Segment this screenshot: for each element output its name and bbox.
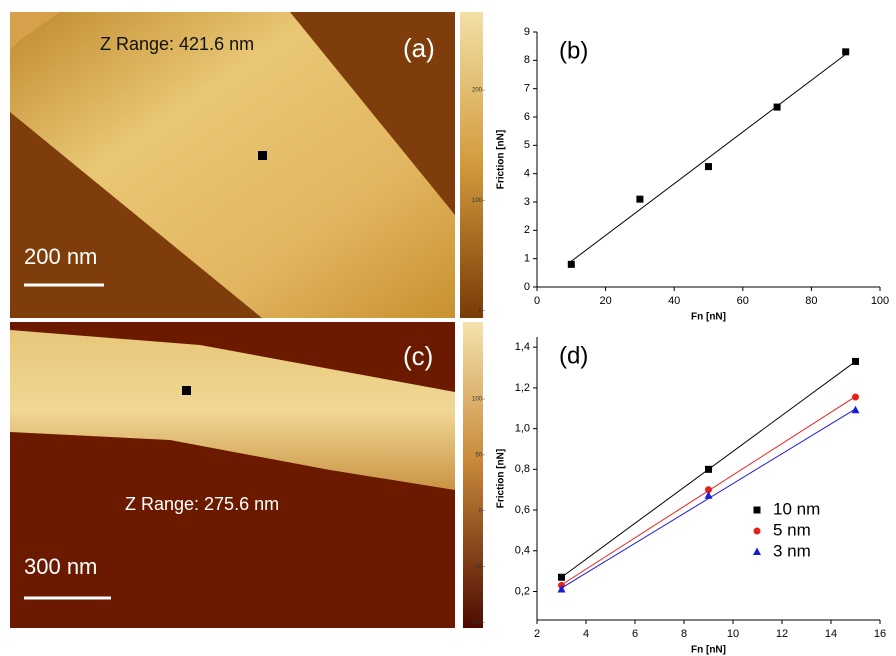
x-tick-label: 12 [776,628,788,640]
x-axis-label: Fn [nN] [691,312,726,323]
legend-marker [753,506,761,514]
y-tick-label: 6 [524,111,530,123]
x-tick-label: 60 [737,295,749,307]
colorbar-tick-label: -100 [470,620,483,626]
y-tick-label: 1 [524,253,530,265]
colorbar-tick-label: -50 [473,564,482,570]
panel-label: (d) [559,342,588,369]
legend-label: 5 nm [773,520,811,539]
y-tick-label: 1,0 [515,423,530,435]
panel-label: (a) [403,33,435,63]
marker [705,465,712,473]
y-tick-label: 1,4 [515,341,530,353]
y-axis-label: Friction [nN] [496,130,507,189]
legend-label: 3 nm [773,541,811,560]
y-tick-label: 4 [524,168,530,180]
marker [842,48,850,56]
colorbar-tick-label: 0 [479,308,483,314]
marker [852,357,859,365]
y-axis-label: Friction [nN] [496,449,507,508]
marker [557,584,566,593]
y-tick-label: 3 [524,196,530,208]
panel-label: (c) [403,341,433,371]
x-tick-label: 0 [534,295,540,307]
marker [636,195,644,203]
z-range: Z Range: 275.6 nm [125,494,279,514]
x-tick-label: 80 [805,295,817,307]
legend-marker [753,547,761,555]
scale-bar-label: 200 nm [24,244,97,269]
y-tick-label: 0,2 [515,585,530,597]
x-tick-label: 40 [668,295,680,307]
y-tick-label: 0,4 [515,545,530,557]
marker [852,393,859,401]
fit-line [570,53,847,262]
scale-bar-label: 300 nm [24,554,97,579]
x-tick-label: 14 [825,628,837,640]
marker [567,260,575,268]
marker [705,163,712,171]
panel-label: (b) [559,37,588,64]
x-tick-label: 6 [632,628,638,640]
x-tick-label: 4 [583,628,589,640]
colorbar-tick-label: 0 [479,508,483,514]
colorbar-tick-label: 100 [472,397,483,403]
y-tick-label: 9 [524,26,530,38]
y-tick-label: 5 [524,139,530,151]
colorbar-tick-label: 200 [472,88,483,94]
y-tick-label: 8 [524,54,530,66]
afm-image-a [10,12,483,318]
legend-marker [753,527,761,535]
legend-label: 10 nm [773,499,820,518]
y-tick-label: 0 [524,281,530,293]
y-tick-label: 7 [524,83,530,95]
marker [773,103,781,111]
marker [704,491,713,499]
marker [705,486,712,494]
y-tick-label: 0,6 [515,504,530,516]
x-tick-label: 8 [681,628,687,640]
afm-image-c [10,322,483,628]
x-tick-label: 16 [874,628,886,640]
x-tick-label: 2 [534,628,540,640]
z-range: Z Range: 421.6 nm [100,34,254,54]
y-tick-label: 1,2 [515,382,530,394]
y-tick-label: 0,8 [515,463,530,475]
marker [851,405,860,414]
x-tick-label: 20 [599,295,611,307]
x-tick-label: 10 [727,628,739,640]
marker [558,573,565,581]
x-axis-label: Fn [nN] [691,645,726,656]
colorbar-tick-label: 100 [472,198,483,204]
y-tick-label: 2 [524,224,530,236]
colorbar-tick-label: 50 [475,452,482,458]
x-tick-label: 100 [871,295,889,307]
